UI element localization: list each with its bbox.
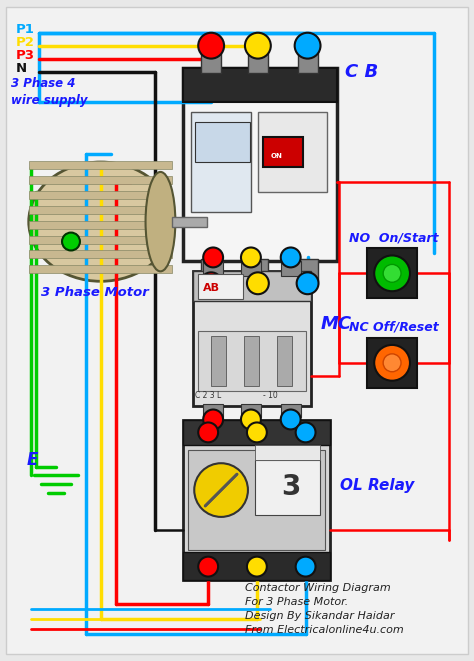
Bar [263,137,302,167]
Bar [241,404,261,418]
Bar [195,122,250,162]
Bar [183,420,330,580]
Text: P3: P3 [15,49,34,61]
Bar [241,261,261,276]
Bar [255,460,319,515]
Bar [298,48,318,73]
Circle shape [198,422,218,442]
Bar [29,176,173,184]
Circle shape [383,264,401,282]
Circle shape [241,410,261,430]
Bar [29,221,173,229]
Bar [191,112,251,212]
Bar [193,272,310,301]
Text: C B: C B [346,63,379,81]
Circle shape [296,557,316,576]
Circle shape [194,463,248,517]
Circle shape [247,422,267,442]
Bar [198,331,306,391]
Text: ON: ON [271,153,283,159]
Text: Design By Sikandar Haidar: Design By Sikandar Haidar [245,611,394,621]
Bar [277,336,292,385]
Bar [201,48,221,73]
Bar [188,450,326,550]
Circle shape [245,33,271,59]
Text: MC: MC [320,315,352,333]
Circle shape [374,345,410,381]
Bar [203,261,223,276]
Bar [255,446,319,460]
Bar [367,249,417,298]
Ellipse shape [146,172,175,272]
Bar [29,206,173,214]
Bar [258,112,328,192]
Text: P2: P2 [15,36,34,49]
Text: 3: 3 [281,473,300,501]
Bar [193,272,310,406]
Text: P1: P1 [15,22,34,36]
Circle shape [296,422,316,442]
Circle shape [62,233,80,251]
Text: OL Relay: OL Relay [340,478,415,493]
Circle shape [203,247,223,267]
Text: For 3 Phase Motor.: For 3 Phase Motor. [245,598,348,607]
Bar [29,235,173,243]
Text: N: N [15,61,27,75]
Bar [248,48,268,73]
Circle shape [203,410,223,430]
Bar [198,274,243,299]
Circle shape [297,272,319,294]
Bar [183,552,330,580]
Circle shape [295,33,320,59]
Text: - 10: - 10 [263,391,278,400]
Circle shape [383,354,401,371]
Bar [183,67,337,102]
Circle shape [200,272,222,294]
Text: AB: AB [203,283,220,293]
Text: From Electricalonline4u.com: From Electricalonline4u.com [245,625,404,635]
Circle shape [247,557,267,576]
Circle shape [198,33,224,59]
Circle shape [281,247,301,267]
Bar [201,259,221,282]
Bar [183,420,330,446]
Bar [29,161,173,169]
Text: Contactor Wiring Diagram: Contactor Wiring Diagram [245,584,391,594]
Bar [29,191,173,199]
Bar [248,259,268,282]
Bar [244,336,259,385]
Bar [367,338,417,387]
Bar [203,404,223,418]
Circle shape [247,272,269,294]
Ellipse shape [29,162,173,282]
Bar [211,336,226,385]
Bar [281,404,301,418]
Text: NO  On/Start: NO On/Start [349,231,439,245]
Text: 3 Phase Motor: 3 Phase Motor [41,286,149,299]
Bar [29,251,173,258]
Circle shape [241,247,261,267]
Bar [281,261,301,276]
Bar [173,217,207,227]
Circle shape [198,557,218,576]
Text: NC Off/Reset: NC Off/Reset [349,321,439,334]
Circle shape [374,255,410,292]
Bar [183,67,337,261]
Bar [298,259,318,282]
Text: E: E [26,451,37,469]
Text: C 2 3 L: C 2 3 L [195,391,221,400]
Text: 3 Phase 4
wire supply: 3 Phase 4 wire supply [11,77,88,107]
Bar [29,265,173,274]
Circle shape [281,410,301,430]
